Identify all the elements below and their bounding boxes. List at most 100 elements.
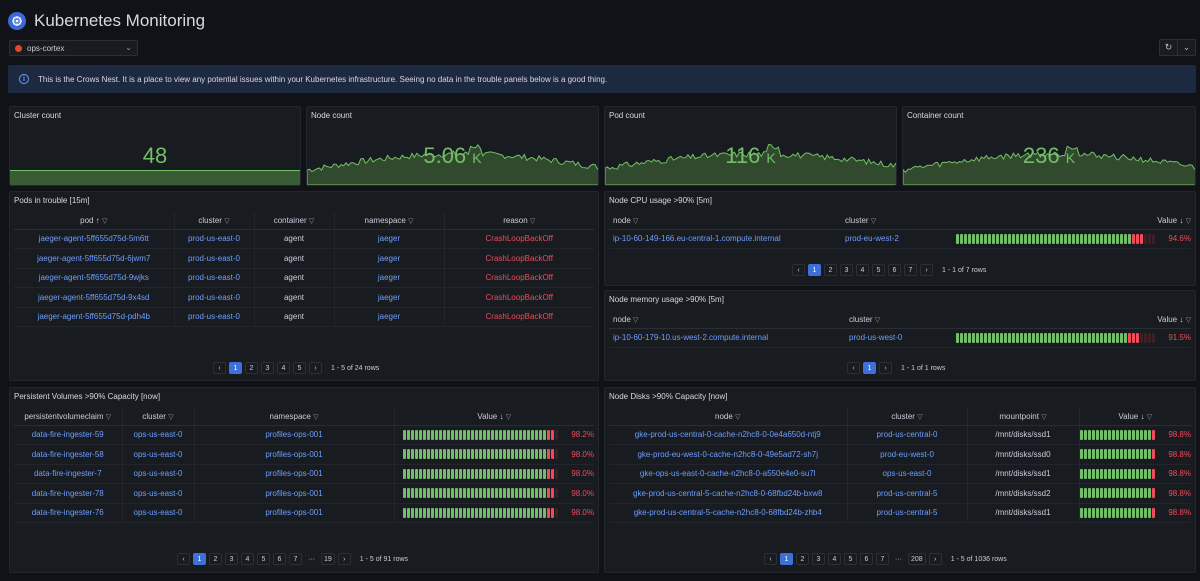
column-header-pvc[interactable]: persistentvolumeclaim ▽ [14,408,123,426]
next-page-button[interactable]: › [309,362,322,374]
node-cell[interactable]: gke-prod-us-central-5-cache-n2hc8-0-68fb… [609,503,848,523]
column-header-cluster[interactable]: cluster ▽ [174,212,255,230]
page-button[interactable]: 4 [856,264,869,276]
next-page-button[interactable]: › [337,553,351,565]
page-button[interactable]: 6 [860,553,873,565]
prev-page-button[interactable]: ‹ [764,553,777,565]
filter-icon[interactable]: ▽ [313,413,319,421]
namespace-cell[interactable]: jaeger [334,287,445,308]
pod-cell[interactable]: jaeger-agent-5ff655d75d-6jwm7 [14,248,175,269]
namespace-cell[interactable]: profiles-ops-001 [194,444,395,465]
cluster-cell[interactable]: prod-us-east-0 [174,268,255,288]
page-button[interactable]: 3 [261,362,274,374]
filter-icon[interactable]: ▽ [1185,316,1191,324]
filter-icon[interactable]: ▽ [633,217,639,225]
filter-icon[interactable]: ▽ [408,217,414,225]
page-button[interactable]: 5 [872,264,885,276]
filter-icon[interactable]: ▽ [101,217,108,225]
column-header-value[interactable]: Value ↓ ▽ [933,311,1191,329]
column-header-node[interactable]: node ▽ [609,212,841,230]
page-button[interactable]: 2 [824,264,837,276]
cluster-cell[interactable]: ops-us-east-0 [122,425,195,445]
filter-icon[interactable]: ▽ [224,217,230,225]
chevron-down-icon[interactable]: ⌄ [1182,42,1191,52]
page-button[interactable]: 19 [321,553,335,565]
column-header-reason[interactable]: reason ▽ [444,212,594,230]
column-header-node[interactable]: node ▽ [609,311,845,329]
node-cell[interactable]: gke-ops-us-east-0-cache-n2hc8-0-a550e4e0… [609,464,848,484]
filter-icon[interactable]: ▽ [105,413,112,421]
datasource-select[interactable]: ops-cortex ⌄ [9,40,138,56]
pod-cell[interactable]: jaeger-agent-5ff655d75d-5m6tt [14,229,175,249]
column-header-cluster[interactable]: cluster ▽ [845,311,933,329]
cluster-cell[interactable]: ops-us-east-0 [122,444,195,465]
page-button[interactable]: 1 [193,553,206,565]
page-button[interactable]: 2 [796,553,809,565]
cluster-cell[interactable]: prod-us-central-5 [847,503,968,523]
node-cell[interactable]: ip-10-60-149-166.eu-central-1.compute.in… [609,229,841,249]
page-button[interactable]: 4 [277,362,290,374]
page-button[interactable]: 6 [273,553,286,565]
cluster-cell[interactable]: prod-us-central-0 [847,425,968,445]
namespace-cell[interactable]: jaeger [334,248,445,269]
prev-page-button[interactable]: ‹ [213,362,226,374]
pod-cell[interactable]: jaeger-agent-5ff655d75d-pdh4b [14,307,175,327]
page-button[interactable]: 2 [245,362,258,374]
page-button[interactable]: 4 [828,553,841,565]
filter-icon[interactable]: ▽ [735,413,741,421]
cluster-cell[interactable]: prod-us-west-0 [845,328,933,348]
filter-icon[interactable]: ▽ [1041,413,1047,421]
namespace-cell[interactable]: profiles-ops-001 [194,483,395,504]
refresh-icon[interactable]: ↻ [1160,40,1178,55]
node-cell[interactable]: gke-prod-eu-west-0-cache-n2hc8-0-49e5ad7… [609,444,848,465]
column-header-mountpoint[interactable]: mountpoint ▽ [967,408,1080,426]
page-button[interactable]: 7 [876,553,889,565]
filter-icon[interactable]: ▽ [1146,413,1153,421]
cluster-cell[interactable]: ops-us-east-0 [847,464,968,484]
page-button[interactable]: 5 [257,553,270,565]
filter-icon[interactable]: ▽ [529,217,536,225]
cluster-cell[interactable]: prod-eu-west-0 [847,444,968,465]
column-header-value[interactable]: Value ↓ ▽ [394,408,594,426]
next-page-button[interactable]: › [879,362,892,374]
prev-page-button[interactable]: ‹ [177,553,190,565]
pvc-cell[interactable]: data-fire-ingester-7 [14,464,123,484]
next-page-button[interactable]: › [920,264,933,276]
column-header-namespace[interactable]: namespace ▽ [194,408,395,426]
namespace-cell[interactable]: jaeger [334,229,445,249]
page-button[interactable]: 1 [863,362,876,374]
cluster-cell[interactable]: prod-us-east-0 [174,248,255,269]
page-button[interactable]: 1 [229,362,242,374]
node-cell[interactable]: ip-10-60-179-10.us-west-2.compute.intern… [609,328,845,348]
filter-icon[interactable]: ▽ [633,316,639,324]
page-button[interactable]: 2 [209,553,222,565]
page-button[interactable]: 3 [840,264,853,276]
pvc-cell[interactable]: data-fire-ingester-58 [14,444,123,465]
cluster-cell[interactable]: ops-us-east-0 [122,464,195,484]
node-cell[interactable]: gke-prod-us-central-0-cache-n2hc8-0-0e4a… [609,425,848,445]
namespace-cell[interactable]: jaeger [334,268,445,288]
filter-icon[interactable]: ▽ [308,217,315,225]
page-button[interactable]: 6 [888,264,901,276]
column-header-pod[interactable]: pod ↑ ▽ [14,212,175,230]
page-button[interactable]: 5 [293,362,306,374]
filter-icon[interactable]: ▽ [1185,217,1191,225]
page-button[interactable]: 4 [241,553,254,565]
next-page-button[interactable]: › [928,553,942,565]
namespace-cell[interactable]: profiles-ops-001 [194,464,395,484]
pod-cell[interactable]: jaeger-agent-5ff655d75d-9x4sd [14,287,175,308]
page-button[interactable]: 7 [904,264,917,276]
cluster-cell[interactable]: prod-us-east-0 [174,307,255,327]
column-header-namespace[interactable]: namespace ▽ [334,212,445,230]
node-cell[interactable]: gke-prod-us-central-5-cache-n2hc8-0-68fb… [609,483,848,504]
page-button[interactable]: 3 [225,553,238,565]
column-header-container[interactable]: container ▽ [254,212,335,230]
page-button[interactable]: 1 [780,553,793,565]
namespace-cell[interactable]: jaeger [334,307,445,327]
column-header-value[interactable]: Value ↓ ▽ [1079,408,1191,426]
page-button[interactable]: 7 [289,553,302,565]
page-button[interactable]: 3 [812,553,825,565]
filter-icon[interactable]: ▽ [870,217,877,225]
cluster-cell[interactable]: prod-us-east-0 [174,229,255,249]
column-header-cluster[interactable]: cluster ▽ [847,408,968,426]
